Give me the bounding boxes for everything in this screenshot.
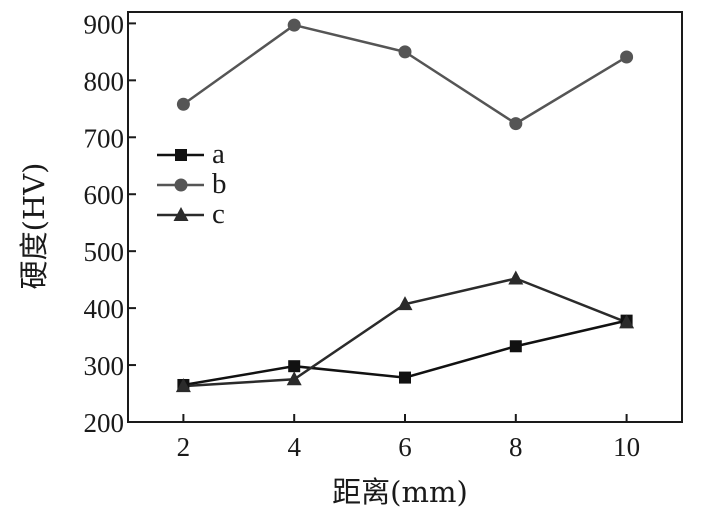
data-point-a [399, 371, 411, 384]
y-tick-label: 800 [84, 66, 125, 96]
data-point-b [176, 97, 190, 111]
axis-ticks: 2 4 6 8 10 200 300 400 500 600 700 800 900 [84, 9, 641, 462]
x-tick-label: 10 [613, 432, 640, 462]
x-tick-label: 6 [398, 432, 412, 462]
legend-marker-b [174, 178, 188, 192]
data-point-b [620, 50, 634, 64]
x-tick-label: 8 [509, 432, 523, 462]
data-point-c [286, 371, 302, 386]
data-point-b [509, 117, 523, 131]
y-tick-label: 600 [84, 180, 125, 210]
series-line-b [182, 23, 628, 126]
legend: abc [157, 138, 227, 230]
data-point-c [397, 296, 413, 311]
y-tick-label: 500 [84, 237, 125, 267]
x-tick-label: 2 [177, 432, 191, 462]
data-point-c [175, 378, 191, 393]
y-tick-label: 300 [84, 351, 125, 381]
legend-label-a: a [212, 138, 225, 170]
series-markers [175, 18, 635, 393]
data-point-b [287, 18, 301, 32]
data-point-a [288, 360, 301, 373]
x-axis-title: 距离(mm) [332, 475, 468, 509]
x-tick-label: 4 [287, 432, 301, 462]
y-tick-label: 200 [84, 408, 125, 438]
y-tick-label: 900 [84, 9, 125, 39]
legend-marker-a [175, 149, 187, 161]
y-tick-label: 700 [84, 123, 125, 153]
data-point-a [509, 340, 522, 353]
series-lines [182, 23, 628, 388]
data-point-c [508, 270, 524, 285]
series-line-c [183, 277, 628, 388]
data-point-c [619, 314, 635, 329]
y-tick-label: 400 [84, 294, 125, 324]
legend-label-c: c [212, 198, 225, 230]
legend-marker-c [173, 207, 189, 221]
legend-label-b: b [212, 168, 227, 200]
y-axis-title: 硬度(HV) [17, 163, 51, 290]
data-point-b [398, 45, 412, 59]
